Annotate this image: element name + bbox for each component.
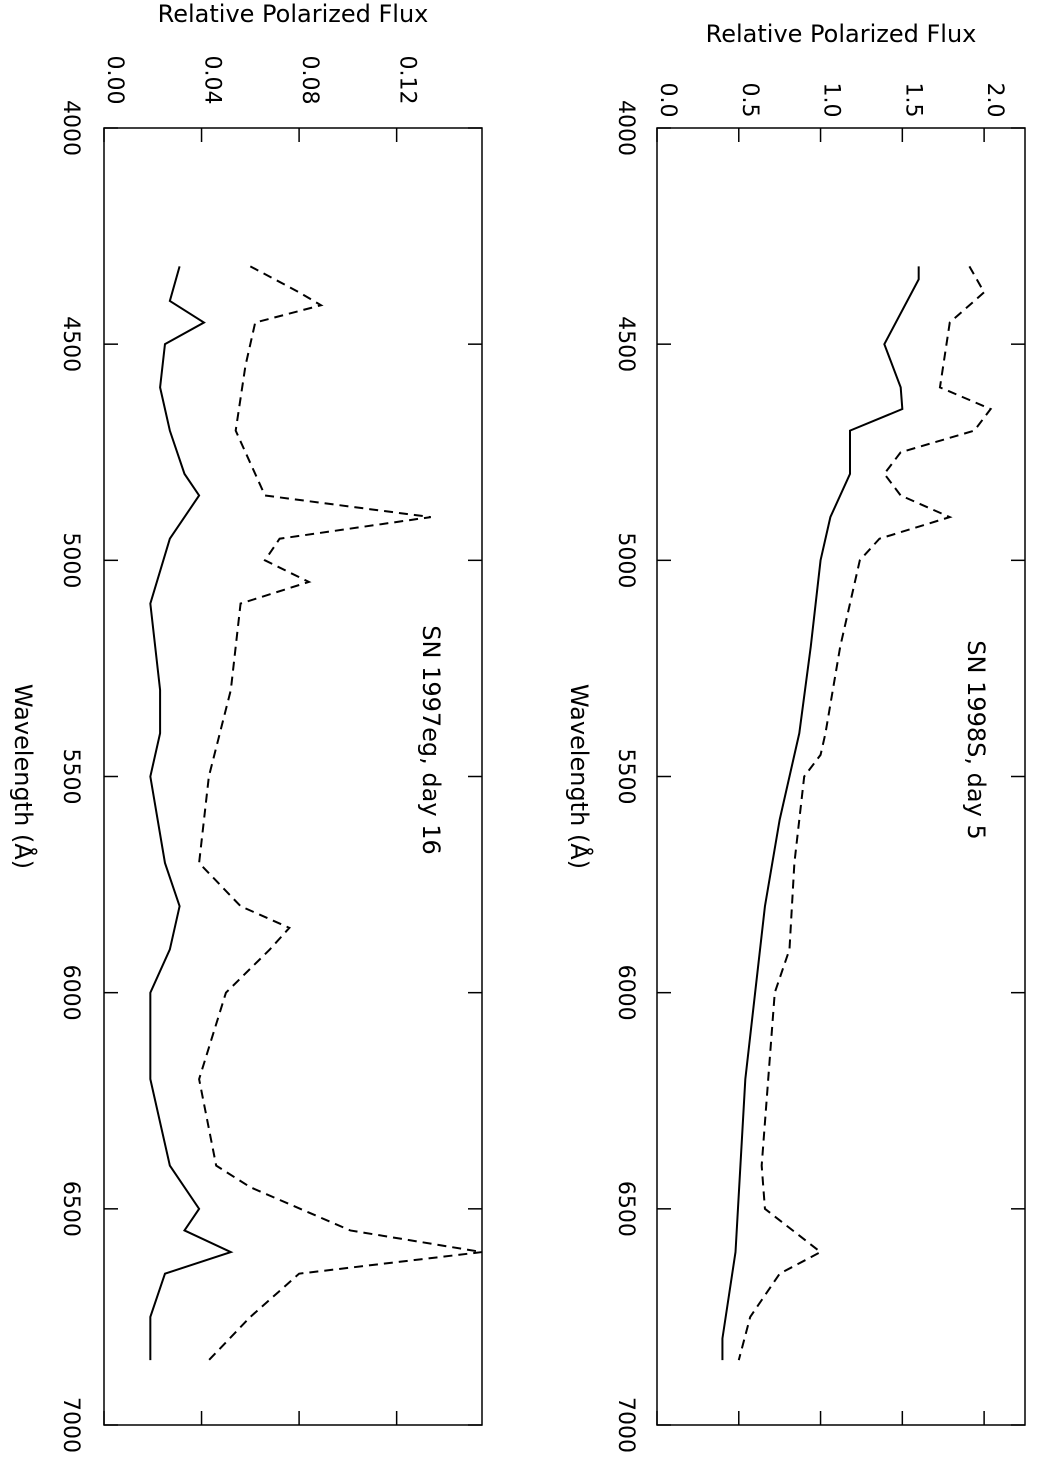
x-tick-label: 4000 <box>58 100 83 156</box>
x-tick-label: 6000 <box>613 965 638 1021</box>
y-tick-label: 0.04 <box>200 56 225 105</box>
y-tick-label: 0.12 <box>395 56 420 105</box>
x-tick-label: 7000 <box>58 1397 83 1453</box>
y-tick-label: 0.0 <box>655 83 680 118</box>
annotation: SN 1998S, day 5 <box>962 640 990 839</box>
x-axis-label: Wavelength (Å) <box>9 684 38 869</box>
y-tick-label: 1.5 <box>900 83 925 118</box>
x-tick-label: 4000 <box>613 100 638 156</box>
y-tick-label: 0.5 <box>737 83 762 118</box>
x-tick-label: 5500 <box>58 749 83 805</box>
x-tick-label: 5000 <box>58 532 83 588</box>
x-tick-label: 5000 <box>613 532 638 588</box>
y-tick-label: 2.0 <box>982 83 1007 118</box>
data-line <box>149 266 234 1361</box>
data-line <box>198 265 483 1361</box>
y-tick-label: 0.00 <box>102 56 127 105</box>
y-axis-label: Relative Polarized Flux <box>706 20 977 48</box>
x-tick-label: 6000 <box>58 965 83 1021</box>
x-tick-label: 6500 <box>613 1181 638 1237</box>
x-tick-label: 4500 <box>58 316 83 372</box>
data-line <box>721 266 920 1361</box>
x-tick-label: 4500 <box>613 316 638 372</box>
x-tick-label: 5500 <box>613 749 638 805</box>
x-tick-label: 6500 <box>58 1181 83 1237</box>
y-tick-label: 1.0 <box>819 83 844 118</box>
x-tick-label: 7000 <box>613 1397 638 1453</box>
y-tick-label: 0.08 <box>297 56 322 105</box>
annotation: SN 1997eg, day 16 <box>417 625 445 854</box>
data-line <box>737 265 993 1361</box>
x-axis-label: Wavelength (Å) <box>565 684 594 869</box>
y-axis-label: Relative Polarized Flux <box>158 0 429 28</box>
